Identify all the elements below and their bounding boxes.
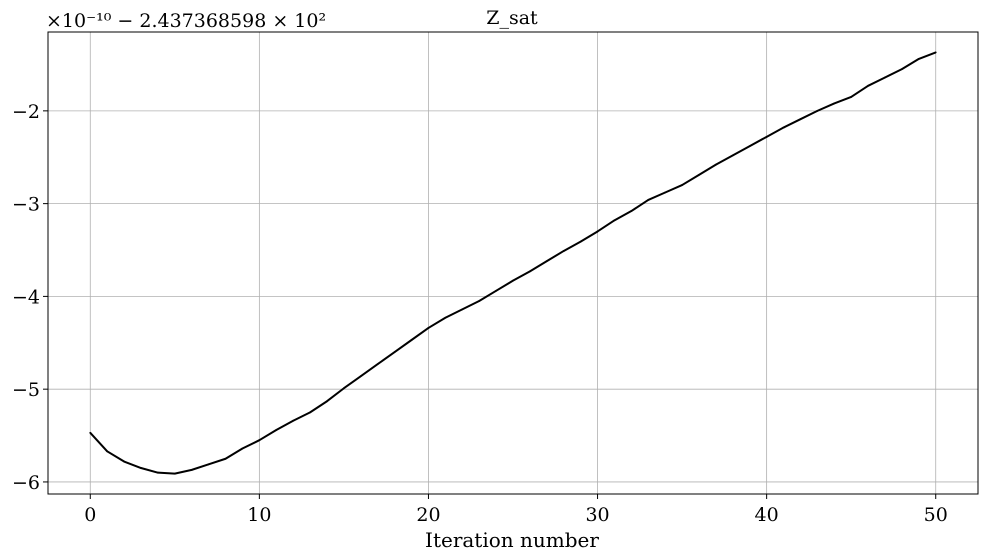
y-tick-label: −3 — [12, 194, 40, 216]
y-axis-offset-label: ×10⁻¹⁰ − 2.437368598 × 10² — [46, 10, 326, 32]
data-point — [850, 96, 853, 98]
y-tick-label: −4 — [12, 286, 40, 308]
data-point — [901, 68, 903, 71]
x-tick-label: 20 — [416, 504, 440, 526]
x-tick-label: 50 — [924, 504, 948, 526]
y-tick-label: −5 — [12, 379, 40, 401]
data-point — [884, 76, 886, 79]
chart-title: Z_sat — [486, 7, 538, 29]
x-tick-label: 30 — [585, 504, 609, 526]
plot-frame — [47, 31, 979, 495]
data-point — [934, 51, 937, 54]
data-point — [359, 375, 362, 378]
data-point — [309, 411, 311, 414]
axis-ticks: 0 10 20 30 40 50 −6 −5 −4 −3 −2 — [12, 101, 948, 526]
data-point — [89, 431, 92, 434]
data-point — [140, 467, 142, 469]
data-point — [545, 260, 548, 263]
data-point — [782, 126, 785, 129]
x-tick-label: 10 — [247, 504, 271, 526]
data-point — [461, 308, 464, 311]
grid-lines — [48, 32, 978, 494]
x-tick-label: 0 — [84, 504, 96, 526]
data-point — [343, 387, 345, 390]
data-point — [613, 219, 616, 222]
data-point — [917, 58, 920, 60]
data-point — [326, 400, 328, 403]
data-point — [275, 429, 278, 431]
data-point — [292, 419, 295, 422]
data-point — [664, 191, 667, 194]
data-point — [495, 289, 497, 292]
data-point — [647, 199, 650, 201]
data-point — [106, 450, 109, 453]
data-point — [731, 154, 734, 157]
data-point — [681, 184, 683, 186]
data-point — [241, 447, 244, 450]
data-point — [867, 84, 869, 87]
data-point — [596, 230, 599, 233]
data-point — [765, 135, 768, 138]
x-tick-label: 40 — [755, 504, 779, 526]
data-point — [173, 472, 176, 475]
data-point — [258, 439, 261, 442]
data-point — [562, 250, 565, 252]
data-point — [444, 316, 447, 319]
data-point — [529, 270, 531, 273]
data-point — [512, 279, 514, 282]
y-tick-label: −6 — [12, 472, 40, 494]
data-point — [833, 102, 836, 105]
series-layer — [89, 51, 937, 475]
x-axis-label: Iteration number — [425, 528, 599, 552]
data-point — [157, 471, 159, 474]
data-point — [715, 163, 717, 166]
data-point — [123, 460, 125, 463]
data-point — [410, 339, 413, 341]
data-point — [748, 145, 751, 148]
data-point — [698, 173, 700, 176]
data-point — [630, 210, 633, 212]
series-line — [89, 51, 937, 475]
data-point — [190, 468, 193, 471]
data-point — [207, 463, 210, 466]
data-point — [224, 457, 227, 460]
data-point — [579, 240, 582, 243]
data-point — [799, 118, 802, 121]
data-point — [393, 351, 396, 353]
data-point — [376, 363, 379, 366]
data-point — [478, 300, 481, 302]
y-tick-label: −2 — [12, 101, 40, 123]
data-point — [816, 109, 819, 112]
data-point — [427, 327, 430, 329]
